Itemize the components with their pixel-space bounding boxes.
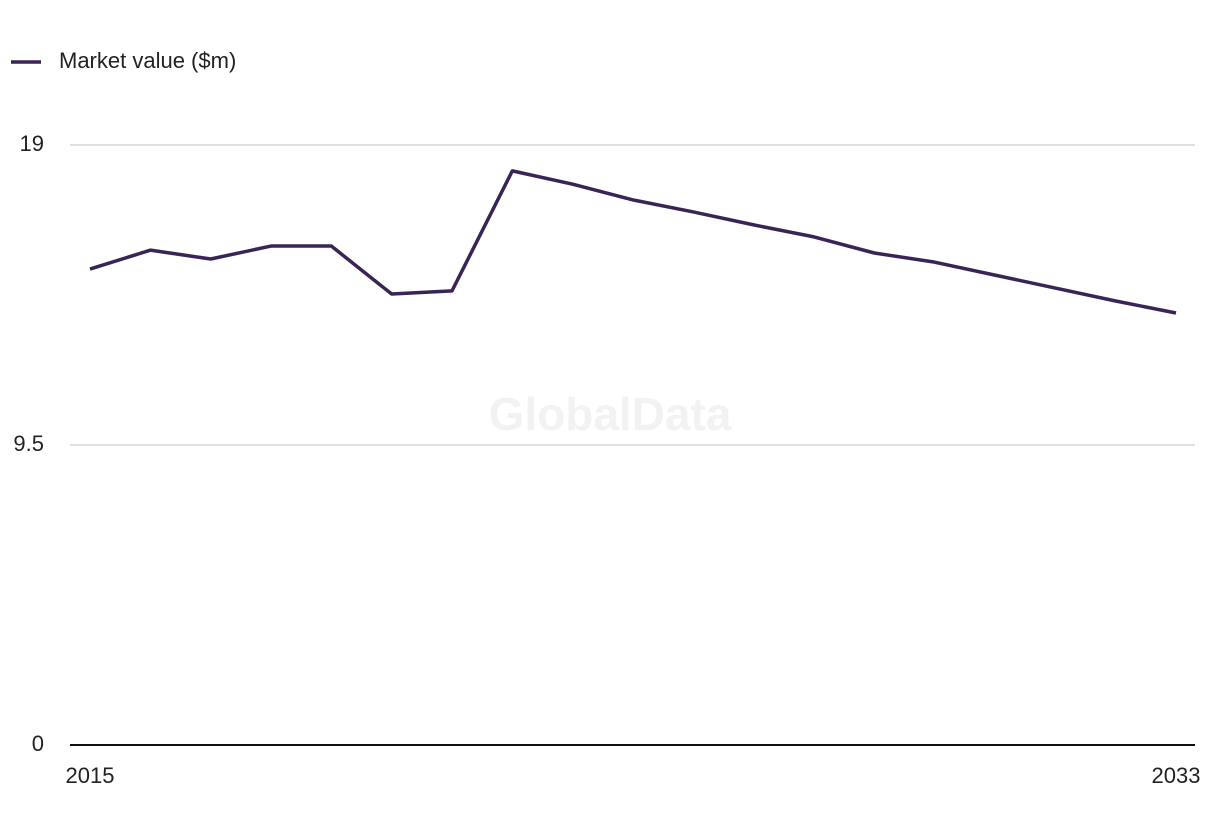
legend-label: Market value ($m) [59, 48, 236, 73]
y-tick-label: 19 [20, 131, 44, 156]
x-tick-label: 2015 [66, 763, 115, 788]
y-tick-label: 0 [32, 731, 44, 756]
y-tick-label: 9.5 [13, 431, 44, 456]
data-line [89, 169, 1177, 315]
watermark: GlobalData [489, 388, 732, 440]
x-tick-label: 2033 [1152, 763, 1201, 788]
